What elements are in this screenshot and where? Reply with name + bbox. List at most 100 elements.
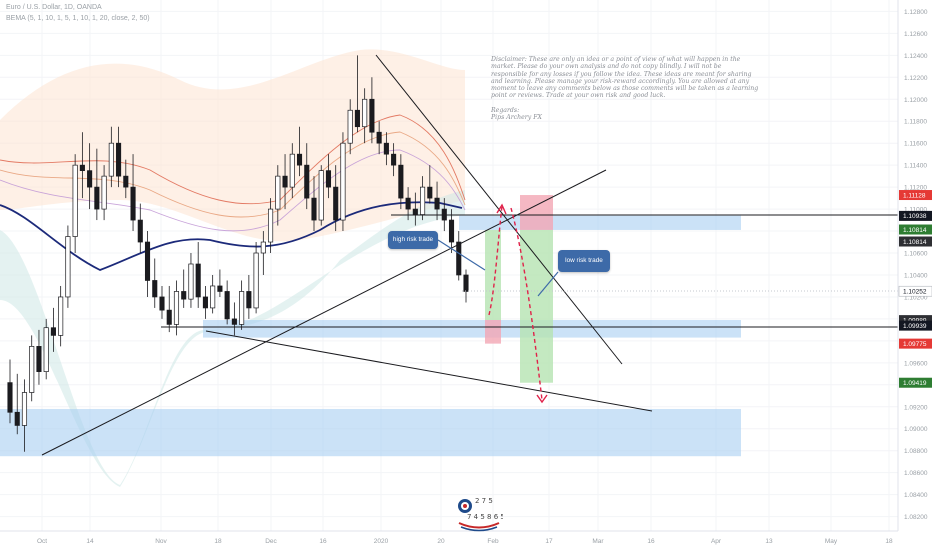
candle-body [181, 291, 187, 300]
y-tick-label: 1.09000 [904, 426, 928, 433]
disclaimer-text: Disclaimer: These are only an idea or a … [491, 56, 759, 100]
drawing-lines [41, 54, 898, 456]
x-tick-label: Feb [487, 538, 499, 545]
x-tick-label: Dec [265, 538, 277, 545]
price-badge-label: 1.10814 [903, 227, 927, 234]
y-tick-label: 1.08400 [904, 492, 928, 499]
candle-body [260, 241, 266, 254]
logo-text-bottom: 7 4 5 8 6 5 [467, 513, 503, 521]
x-tick-label: 13 [765, 538, 773, 545]
y-tick-label: 1.11000 [904, 207, 927, 214]
y-tick-label: 1.11800 [904, 119, 927, 126]
high-risk-pointer [437, 239, 486, 271]
upper-band [0, 49, 465, 242]
time-axis[interactable]: Oct 14 Nov 18 Dec 16 2020 20 Feb 17 Mar 16 Apr 13 May 1… [0, 530, 898, 545]
candle-body [123, 175, 129, 188]
price-badge-label: 1.10938 [903, 213, 927, 220]
candle-body [246, 291, 252, 309]
candle-body [354, 109, 360, 128]
lower-trend-line [205, 330, 653, 412]
candle-body [369, 98, 375, 133]
candle-body [456, 241, 462, 276]
y-tick-label: 1.12000 [904, 97, 928, 104]
price-badge-label: 1.09939 [903, 323, 927, 330]
y-tick-label: 1.12200 [904, 75, 928, 82]
candle-body [87, 170, 93, 188]
candle-body [347, 109, 353, 144]
indicator-bands [0, 49, 466, 487]
candle-body [36, 346, 42, 372]
candle-body [166, 309, 172, 325]
candle-body [144, 241, 151, 281]
candle-body [253, 252, 259, 309]
uptrend-line [41, 169, 607, 456]
candle-body [362, 98, 368, 128]
price-axis[interactable]: 1.12800 1.12600 1.12400 1.12200 1.12000 1.118… [897, 0, 932, 550]
x-tick-label: Apr [711, 538, 722, 545]
x-tick-label: 16 [647, 538, 655, 545]
regards-label: Regards: [491, 106, 520, 114]
candle-body [210, 285, 216, 309]
x-tick-label: May [825, 538, 838, 545]
candle-body [130, 186, 136, 221]
long-arrow-head [496, 203, 507, 215]
candle-body [152, 280, 158, 298]
candles [7, 55, 469, 452]
y-tick-label: 1.08800 [904, 448, 928, 455]
short-stop-box [520, 195, 553, 230]
long-arrow [488, 205, 503, 316]
candle-body [239, 291, 245, 325]
candle-body [340, 142, 346, 221]
candle-body [58, 296, 64, 336]
candle-body [275, 175, 281, 210]
candle-body [188, 263, 194, 300]
x-tick-label: Nov [155, 538, 167, 545]
candle-body [434, 197, 440, 210]
candle-body [398, 164, 404, 199]
candle-body [231, 318, 237, 325]
x-tick-label: 20 [437, 538, 445, 545]
short-target-box [520, 229, 553, 383]
candle-body [79, 164, 85, 171]
candle-body [405, 197, 411, 210]
y-tick-label: 1.12800 [904, 9, 928, 16]
price-badge-label: 1.11128 [903, 192, 926, 199]
candle-body [65, 236, 71, 298]
x-tick-label: 18 [885, 538, 893, 545]
price-badge-label: 1.09419 [903, 380, 927, 387]
y-tick-label: 1.10200 [904, 294, 928, 301]
candle-body [7, 382, 13, 413]
candle-body [108, 142, 114, 177]
y-tick-label: 1.09600 [904, 360, 928, 367]
position-boxes [485, 195, 553, 383]
symbol-line[interactable]: Euro / U.S. Dollar, 1D, OANDA [6, 4, 102, 11]
long-stop-box [485, 320, 501, 344]
y-tick-label: 1.11400 [904, 163, 927, 170]
short-arrow [510, 207, 543, 401]
y-tick-label: 1.11600 [904, 141, 927, 148]
candle-body [463, 274, 469, 292]
x-tick-label: 18 [214, 538, 222, 545]
zones [0, 215, 741, 457]
y-tick-label: 1.10400 [904, 272, 928, 279]
candle-body [448, 219, 455, 243]
price-badge [899, 236, 932, 247]
y-tick-label: 1.08200 [904, 514, 928, 521]
candle-body [311, 197, 317, 221]
candle-body [318, 170, 324, 221]
high-risk-callout: high risk trade [388, 231, 438, 249]
logo-text-top: 2 7 5 [475, 497, 493, 505]
candle-body [391, 153, 397, 166]
indicator-line[interactable]: BEMA (5, 1, 10, 1, 5, 1, 10, 1, 20, clos… [6, 15, 150, 22]
candle-body [137, 219, 143, 243]
y-tick-label: 1.10600 [904, 251, 928, 258]
price-badge [899, 320, 932, 331]
price-badge-label: 1.10252 [903, 289, 927, 296]
candle-body [333, 186, 339, 221]
x-tick-label: 17 [545, 538, 553, 545]
candle-body [173, 291, 180, 325]
candle-body [202, 296, 208, 309]
candle-body [296, 153, 303, 166]
candle-body [29, 346, 35, 393]
